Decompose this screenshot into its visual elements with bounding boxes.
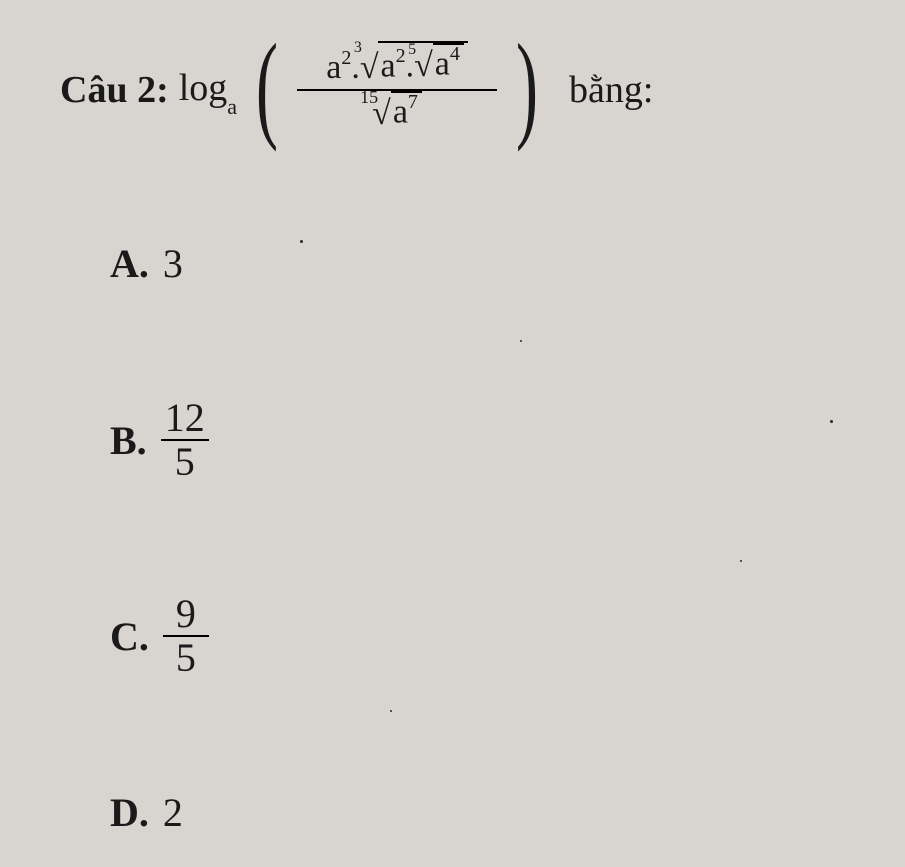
option-b: B. 12 5 [110,397,865,483]
question-row: Câu 2: loga ( a2.3√a2.5√a4 15√a7 ) bằng: [60,30,865,150]
log-text: log [179,67,228,109]
surd-icon: √ [414,47,433,85]
fraction-denominator: 15√a7 [366,91,428,135]
log-symbol: loga [179,66,237,115]
denominator-expression: 15√a7 [372,95,422,132]
left-paren: ( [256,26,278,146]
surd-icon: √ [360,49,379,87]
option-c-num: 9 [172,593,200,635]
option-a-value: 3 [163,240,183,287]
option-b-fraction: 12 5 [161,397,209,483]
root-den-radicand: a7 [391,91,422,131]
speck-icon [830,420,833,423]
option-c-den: 5 [172,637,200,679]
speck-icon [300,240,303,243]
main-fraction: a2.3√a2.5√a4 15√a7 [297,41,497,136]
log-base: a [227,94,237,119]
numerator-expression: a2.3√a2.5√a4 [326,49,468,86]
fraction-numerator: a2.3√a2.5√a4 [320,41,474,89]
option-c-label: C. [110,613,149,660]
speck-icon [390,710,392,712]
root2-index: 5 [408,41,416,59]
a-den-base: a [393,93,408,130]
option-b-num: 12 [161,397,209,439]
fifteenth-root: 15√a7 [372,93,422,133]
option-c-fraction: 9 5 [163,593,209,679]
right-paren: ) [516,26,538,146]
a2-exp: 2 [396,45,406,67]
cube-root: 3√a2.5√a4 [360,43,468,87]
option-c: C. 9 5 [110,593,865,679]
option-a: A. 3 [110,240,865,287]
root1-index: 3 [354,39,362,57]
a1-base: a [326,49,341,86]
a2-base: a [380,47,395,84]
root2-radicand: a4 [433,43,464,83]
option-b-label: B. [110,417,147,464]
root-den-index: 15 [360,87,378,108]
a1-exp: 2 [341,47,351,69]
a3-exp: 4 [450,43,460,65]
option-d: D. 2 [110,789,865,836]
option-b-den: 5 [171,441,199,483]
option-d-value: 2 [163,789,183,836]
exam-page: Câu 2: loga ( a2.3√a2.5√a4 15√a7 ) bằng:… [0,0,905,867]
speck-icon [740,560,742,562]
root1-radicand: a2.5√a4 [378,41,467,85]
option-a-label: A. [110,240,149,287]
fifth-root: 5√a4 [414,45,464,85]
equals-text: bằng: [569,68,653,112]
speck-icon [520,340,522,342]
option-d-label: D. [110,789,149,836]
a3-base: a [435,45,450,82]
question-label: Câu 2: [60,68,169,112]
options-list: A. 3 B. 12 5 C. 9 5 D. 2 [60,240,865,836]
a-den-exp: 7 [408,91,418,113]
